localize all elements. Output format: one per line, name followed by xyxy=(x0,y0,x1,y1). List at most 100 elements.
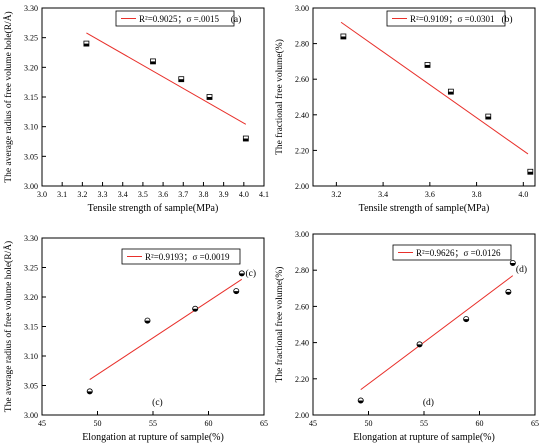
x-tick-label: 3.5 xyxy=(138,190,148,199)
chart-panel-3: 45 50 55 60 65 2.00 2.20 2.40 2.60 2.80 3.00 Elonga… xyxy=(274,230,539,443)
data-point xyxy=(233,288,240,295)
plot-frame xyxy=(312,233,536,416)
data-point xyxy=(340,33,347,40)
y-tick-label: 3.20 xyxy=(24,293,38,302)
y-tick-label: 3.00 xyxy=(24,182,38,191)
data-point xyxy=(509,259,516,266)
y-tick-label: 3.30 xyxy=(24,4,38,13)
legend-text: R²=0.9626；σ =0.0126 xyxy=(416,248,501,258)
y-tick-label: 3.10 xyxy=(24,352,38,361)
data-point xyxy=(424,62,431,68)
legend: R²=0.9626；σ =0.0126 xyxy=(392,244,512,261)
plot-frame xyxy=(312,7,536,187)
legend: R²=0.9109；σ =0.0301 xyxy=(386,10,506,27)
legend-text: R²=0.9025；σ =.0015 xyxy=(139,14,219,24)
x-tick-label: 3.0 xyxy=(37,190,47,199)
y-tick-label: 2.20 xyxy=(295,146,309,155)
x-tick-label: 3.4 xyxy=(378,190,388,199)
y-tick-label: 3.25 xyxy=(24,264,38,273)
legend-box xyxy=(121,248,241,265)
plot-frame xyxy=(41,237,265,416)
y-axis-label: The average radius of free volume hole(R… xyxy=(2,241,14,412)
legend-box xyxy=(392,244,512,261)
x-tick-label: 3.7 xyxy=(178,190,188,199)
x-tick-label: 3.4 xyxy=(118,190,128,199)
x-tick-label: 3.9 xyxy=(219,190,229,199)
y-tick-label: 2.80 xyxy=(295,40,309,49)
y-tick-label: 2.00 xyxy=(295,411,309,420)
y-tick-label: 3.00 xyxy=(24,411,38,420)
x-tick-label: 65 xyxy=(260,419,268,428)
panel-label: (a) xyxy=(231,14,242,25)
data-point xyxy=(447,88,454,95)
panel-label: (c) xyxy=(152,397,163,408)
fit-line xyxy=(360,275,514,391)
y-tick-label: 3.05 xyxy=(24,382,38,391)
y-tick-label: 2.40 xyxy=(295,111,309,120)
x-tick-label: 3.1 xyxy=(57,190,67,199)
legend-text: R²=0.9193；σ =0.0019 xyxy=(145,252,230,262)
x-tick-label: 65 xyxy=(531,419,539,428)
x-axis-label: Tensile strength of sample(MPa) xyxy=(88,203,219,214)
data-point xyxy=(150,58,156,65)
data-point xyxy=(527,168,534,175)
panel-label: (b) xyxy=(501,14,512,25)
y-tick-label: 3.05 xyxy=(24,152,38,161)
fit-line xyxy=(340,21,529,155)
legend-box xyxy=(386,10,506,27)
x-axis-label: Elongation at rupture of sample(%) xyxy=(353,432,495,443)
y-tick-label: 2.00 xyxy=(295,182,309,191)
x-tick-label: 3.8 xyxy=(198,190,208,199)
chart-panel-0: 3.0 3.1 3.2 3.3 3.4 3.5 3.6 3.7 3.8 3.9 4.0 4.1 3.00… xyxy=(2,4,269,214)
x-tick-label: 3.2 xyxy=(331,190,341,199)
x-tick-label: 3.3 xyxy=(98,190,108,199)
panel-label: (d) xyxy=(423,397,434,408)
plot-frame xyxy=(41,7,265,187)
y-tick-label: 3.00 xyxy=(295,4,309,13)
y-tick-label: 3.10 xyxy=(24,123,38,132)
legend-box xyxy=(115,10,235,27)
x-tick-label: 50 xyxy=(365,419,373,428)
legend: R²=0.9193；σ =0.0019 xyxy=(121,248,241,265)
data-point xyxy=(242,135,249,142)
data-point xyxy=(206,94,213,100)
x-tick-label: 3.6 xyxy=(425,190,435,199)
x-tick-label: 3.2 xyxy=(77,190,87,199)
y-tick-label: 2.60 xyxy=(295,302,309,311)
x-tick-label: 50 xyxy=(94,419,102,428)
data-point xyxy=(505,288,512,295)
x-axis-label: Elongation at rupture of sample(%) xyxy=(82,432,224,443)
x-tick-label: 55 xyxy=(420,419,428,428)
data-point xyxy=(463,316,470,323)
x-tick-label: 45 xyxy=(309,419,317,428)
x-axis-label: Tensile strength of sample(MPa) xyxy=(359,203,490,214)
x-tick-label: 4.0 xyxy=(239,190,249,199)
data-point xyxy=(192,305,199,312)
chart-panel-1: 3.2 3.4 3.6 3.8 4.0 2.00 2.20 2.40 2.60 2.80 3.00 T… xyxy=(274,4,536,214)
y-axis-label: The fractional free volume(%) xyxy=(274,267,285,383)
x-tick-label: 55 xyxy=(149,419,157,428)
y-tick-label: 3.20 xyxy=(24,63,38,72)
x-tick-label: 60 xyxy=(205,419,213,428)
y-tick-label: 2.80 xyxy=(295,266,309,275)
x-tick-label: 60 xyxy=(476,419,484,428)
y-axis-label: The average radius of free volume hole(R… xyxy=(2,11,14,182)
fit-line xyxy=(86,32,247,125)
legend-text: R²=0.9109；σ =0.0301 xyxy=(410,14,494,24)
y-tick-label: 3.25 xyxy=(24,34,38,43)
data-point xyxy=(238,270,245,277)
data-point xyxy=(485,113,492,120)
x-tick-label: 3.6 xyxy=(158,190,168,199)
chart-panel-2: 45 50 55 60 65 3.00 3.05 3.10 3.15 3.20 3.25 3.30 El… xyxy=(2,234,268,443)
data-point xyxy=(86,388,93,395)
legend: R²=0.9025；σ =.0015 xyxy=(115,10,235,27)
x-tick-label: 4.0 xyxy=(518,190,528,199)
panel-label-top: (c) xyxy=(245,268,256,279)
y-axis-label: The fractional free volume(%) xyxy=(274,39,285,155)
y-tick-label: 2.20 xyxy=(295,375,309,384)
y-tick-label: 2.40 xyxy=(295,339,309,348)
y-tick-label: 3.30 xyxy=(24,234,38,243)
data-point xyxy=(416,341,423,348)
y-tick-label: 3.15 xyxy=(24,93,38,102)
